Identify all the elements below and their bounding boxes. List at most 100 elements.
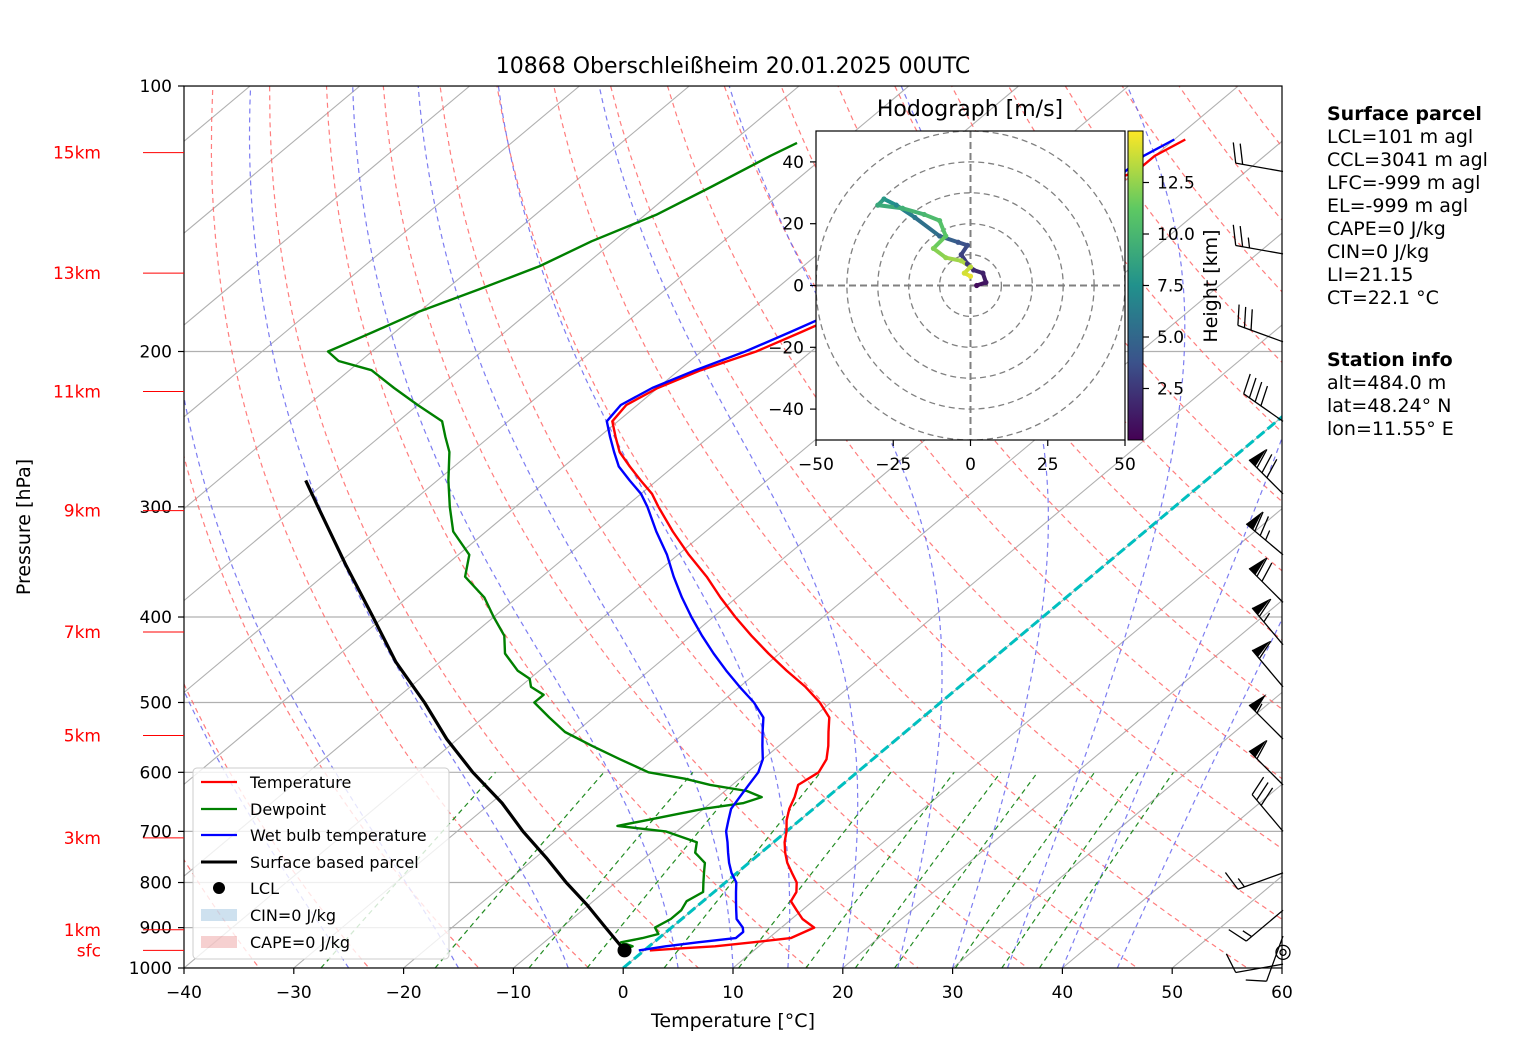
legend-label-lcl: LCL xyxy=(250,879,279,898)
barb-full xyxy=(1254,381,1263,403)
moist-adiabat-line xyxy=(1061,436,1282,968)
hodograph-segment xyxy=(937,218,948,239)
barb-flag xyxy=(1252,598,1271,615)
hodograph-y-tick-label: −20 xyxy=(768,338,804,358)
hodograph-point xyxy=(980,270,986,276)
x-axis-ticks: −40 −30 −20 −10 0 10 20 30 40 50 60 xyxy=(166,968,1293,1003)
x-tick-label: 60 xyxy=(1271,983,1293,1003)
wind-barb xyxy=(1245,511,1284,556)
mixing-ratio-line xyxy=(854,771,1002,968)
barb-half xyxy=(1256,703,1263,714)
height-label: 15km xyxy=(53,144,101,164)
dry-adiabat-line xyxy=(210,86,590,968)
dry-adiabat-line xyxy=(439,86,1029,968)
barb-full xyxy=(1250,309,1253,331)
colorbar-tick-label: 10.0 xyxy=(1157,225,1195,245)
x-tick-label: −30 xyxy=(276,983,312,1003)
moist-adiabat-line xyxy=(417,86,734,968)
isotherm-line xyxy=(293,140,1282,968)
hodograph-point xyxy=(943,255,949,261)
barb-flag xyxy=(1252,640,1271,658)
hodograph-x-tick-label: 50 xyxy=(1114,455,1136,475)
mixing-ratio-line xyxy=(1001,771,1139,968)
hodograph-x-tick-label: 25 xyxy=(1037,455,1059,475)
barb-shaft xyxy=(1235,162,1284,173)
hodograph-point xyxy=(955,239,961,245)
x-tick-label: 10 xyxy=(722,983,744,1003)
barb-shaft xyxy=(1248,750,1284,786)
y-tick-label: 400 xyxy=(140,608,172,628)
barb-full xyxy=(1256,740,1268,760)
barb-full xyxy=(1256,449,1268,469)
barb-full xyxy=(1248,377,1257,399)
wind-barb xyxy=(1275,944,1291,961)
barb-shaft xyxy=(1235,963,1284,974)
moist-adiabat-line xyxy=(598,86,859,968)
surface-parcel-lfc: LFC=-999 m agl xyxy=(1327,172,1481,194)
hodograph-segment xyxy=(943,255,964,263)
barb-full xyxy=(1266,459,1278,479)
hodograph-colorbar xyxy=(1127,130,1144,441)
station-info-heading: Station info xyxy=(1327,349,1453,371)
wind-barb xyxy=(1245,935,1284,982)
barb-full xyxy=(1260,787,1274,806)
moist-adiabat-line xyxy=(1116,618,1282,968)
colorbar-label: Height [km] xyxy=(1200,229,1222,342)
hodograph-point xyxy=(958,258,964,264)
hodograph-point xyxy=(893,202,899,208)
legend-swatch-cin xyxy=(201,909,237,921)
barb-full xyxy=(1261,454,1273,474)
y-tick-label: 900 xyxy=(140,919,172,939)
hodograph-point xyxy=(961,270,967,276)
surface-parcel-lcl: LCL=101 m agl xyxy=(1327,126,1474,148)
height-label: 13km xyxy=(53,264,101,284)
isotherm-line xyxy=(184,86,800,602)
dry-adiabat-line xyxy=(951,86,1282,503)
surface-parcel-cape: CAPE=0 J/kg xyxy=(1327,218,1446,240)
mixing-ratio-line xyxy=(805,771,955,968)
colorbar-tick-label: 7.5 xyxy=(1157,277,1184,297)
height-label: 3km xyxy=(64,829,101,849)
wind-barb xyxy=(1251,598,1284,646)
hodograph-point xyxy=(930,245,937,252)
barb-shaft xyxy=(1251,794,1284,832)
legend-box xyxy=(192,767,450,960)
surface-parcel-panel: Surface parcel LCL=101 m agl CCL=3041 m … xyxy=(1327,103,1488,310)
hodograph-x-tick-label: −50 xyxy=(798,455,834,475)
hodograph-point xyxy=(958,252,964,258)
hodograph-segment xyxy=(922,212,942,223)
y-axis-ticks: 100 200 300 400 500 600 700 800 900 1000 xyxy=(129,77,184,979)
barb-flag xyxy=(1249,740,1267,758)
wind-barb xyxy=(1232,142,1284,173)
wind-barbs xyxy=(1224,142,1291,982)
barb-full xyxy=(1254,511,1264,532)
barb-full xyxy=(1256,557,1268,577)
barb-full xyxy=(1228,929,1247,942)
y-tick-label: 200 xyxy=(140,343,172,363)
barb-full xyxy=(1260,385,1269,407)
barb-shaft xyxy=(1237,324,1284,343)
surface-parcel-ccl: CCL=3041 m agl xyxy=(1327,149,1488,171)
y-tick-label: 100 xyxy=(140,77,172,97)
hodograph-title: Hodograph [m/s] xyxy=(877,97,1063,122)
colorbar-tick-label: 2.5 xyxy=(1157,380,1184,400)
wind-barb xyxy=(1243,373,1284,422)
colorbar-ticks: 2.5 5.0 7.5 10.0 12.5 xyxy=(1143,174,1195,400)
mixing-ratio-line xyxy=(954,771,1096,968)
hodograph-point xyxy=(937,233,943,239)
y-tick-label: 800 xyxy=(140,874,172,894)
hodograph-y-tick-label: 0 xyxy=(793,277,804,297)
barb-full xyxy=(1256,782,1269,801)
x-tick-label: 0 xyxy=(618,983,629,1003)
hodograph-point xyxy=(881,196,887,202)
y-tick-label: 300 xyxy=(140,498,172,518)
legend-label-wetbulb: Wet bulb temperature xyxy=(250,826,427,845)
zero-isotherm xyxy=(622,414,1282,968)
barb-full xyxy=(1225,953,1237,973)
surface-parcel-ct: CT=22.1 °C xyxy=(1327,287,1439,309)
barb-shaft xyxy=(1248,704,1284,740)
y-tick-label: 500 xyxy=(140,693,172,713)
barb-half xyxy=(1242,930,1252,938)
barb-shaft xyxy=(1251,607,1284,646)
